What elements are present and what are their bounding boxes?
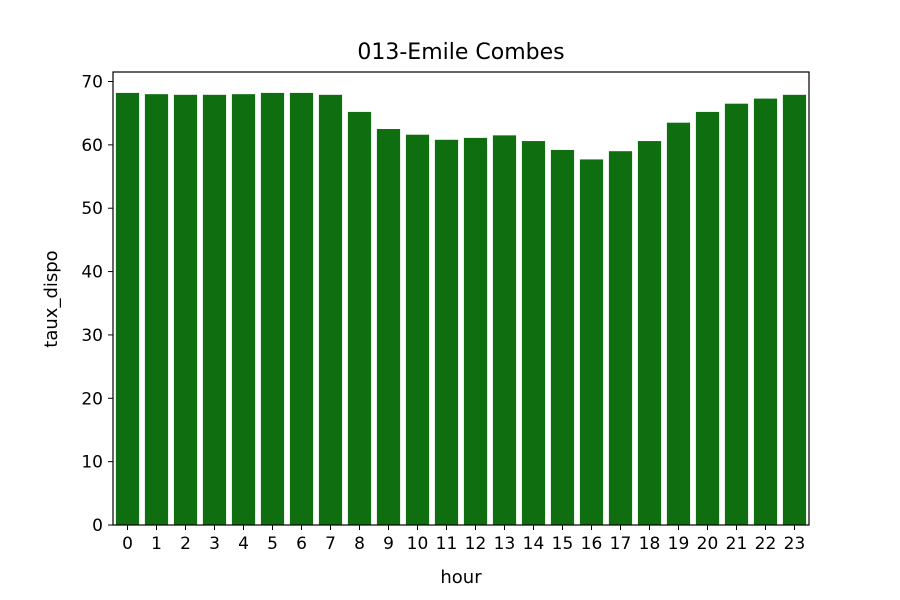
y-tick-label: 70	[81, 73, 103, 93]
bars-group	[115, 92, 807, 526]
x-tick-label: 6	[296, 534, 307, 554]
chart-title: 013-Emile Combes	[357, 40, 564, 65]
x-tick-label: 8	[354, 534, 365, 554]
bar-hour-13	[492, 135, 517, 526]
bar-hour-0	[115, 92, 140, 525]
bar-hour-19	[666, 122, 691, 525]
bar-hour-8	[347, 111, 372, 525]
y-tick-label: 10	[81, 453, 103, 473]
bar-hour-3	[202, 94, 227, 525]
x-tick-label: 15	[552, 534, 574, 554]
bar-hour-9	[376, 129, 401, 525]
bar-hour-5	[260, 92, 285, 525]
y-tick-label: 60	[81, 136, 103, 156]
x-tick-label: 18	[639, 534, 661, 554]
x-tick-label: 19	[668, 534, 690, 554]
y-tick-label: 30	[81, 326, 103, 346]
bar-hour-6	[289, 92, 314, 525]
x-tick-label: 20	[697, 534, 719, 554]
x-tick-label: 23	[784, 534, 806, 554]
x-tick-label: 3	[209, 534, 220, 554]
bar-hour-23	[782, 94, 807, 525]
y-tick-label: 50	[81, 199, 103, 219]
x-tick-label: 13	[494, 534, 516, 554]
y-tick-label: 40	[81, 263, 103, 283]
x-tick-label: 21	[726, 534, 748, 554]
y-axis-label: taux_dispo	[41, 250, 62, 347]
bar-hour-16	[579, 159, 604, 525]
x-tick-label: 7	[325, 534, 336, 554]
x-tick-label: 5	[267, 534, 278, 554]
x-tick-label: 2	[180, 534, 191, 554]
x-tick-label: 0	[122, 534, 133, 554]
y-axis: 0 10 20 30 40 50 60 70	[81, 73, 113, 536]
y-tick-label: 20	[81, 389, 103, 409]
x-tick-label: 1	[151, 534, 162, 554]
bar-hour-2	[173, 94, 198, 525]
bar-hour-15	[550, 149, 575, 525]
bar-hour-20	[695, 111, 720, 525]
bar-hour-17	[608, 151, 633, 525]
bar-hour-18	[637, 141, 662, 525]
x-axis: 0 1 2 3 4 5 6 7 8 9 10 11 12 13 14 15 16 17 18 19 20 21 22 23	[122, 525, 805, 554]
x-axis-label: hour	[440, 567, 482, 588]
bar-hour-7	[318, 94, 343, 525]
x-tick-label: 22	[755, 534, 777, 554]
x-tick-label: 16	[581, 534, 603, 554]
bar-hour-21	[724, 103, 749, 526]
bar-hour-4	[231, 94, 256, 526]
bar-hour-14	[521, 141, 546, 525]
bar-hour-1	[144, 94, 169, 526]
x-tick-label: 9	[383, 534, 394, 554]
bar-hour-12	[463, 137, 488, 525]
bar-hour-11	[434, 139, 459, 526]
y-tick-label: 0	[92, 516, 103, 536]
x-tick-label: 10	[407, 534, 429, 554]
x-tick-label: 14	[523, 534, 545, 554]
x-tick-label: 4	[238, 534, 249, 554]
x-tick-label: 12	[465, 534, 487, 554]
plot-frame	[112, 71, 810, 526]
bar-hour-10	[405, 134, 430, 525]
bar-hour-22	[753, 98, 778, 526]
x-tick-label: 11	[436, 534, 458, 554]
x-tick-label: 17	[610, 534, 632, 554]
